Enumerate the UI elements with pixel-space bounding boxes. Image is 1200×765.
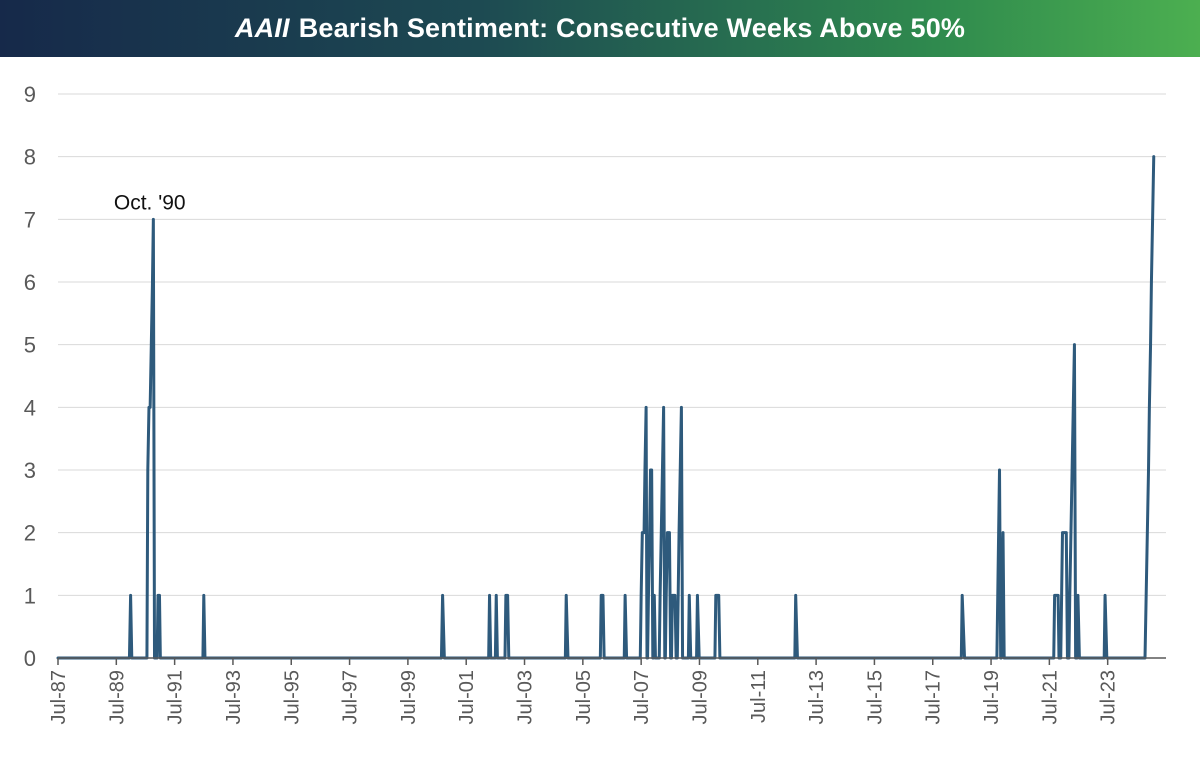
x-tick-label: Jul-97	[340, 670, 362, 724]
y-tick-label: 6	[24, 270, 36, 295]
x-tick-label: Jul-93	[223, 670, 245, 724]
y-axis-tick-labels: 0 1 2 3 4 5 6 7 8 9	[24, 82, 36, 671]
x-tick-label: Jul-07	[631, 670, 653, 724]
x-tick-label: Jul-01	[456, 670, 478, 724]
x-tick-label: Jul-87	[48, 670, 70, 724]
chart-title-brand: AAII	[234, 13, 290, 43]
x-tick-label: Jul-05	[573, 670, 595, 724]
y-tick-label: 3	[24, 458, 36, 483]
x-tick-label: Jul-13	[806, 670, 828, 724]
x-tick-label: Jul-89	[106, 670, 128, 724]
x-tick-label: Jul-91	[165, 670, 187, 724]
x-tick-label: Jul-19	[981, 670, 1003, 724]
x-tick-label: Jul-17	[923, 670, 945, 724]
x-tick-label: Jul-23	[1098, 670, 1120, 724]
chart-area: 0 1 2 3 4 5 6 7 8 9 Jul-87 Jul-89 Jul-91 Jul-93 Jul-9…	[0, 57, 1200, 760]
x-tick-label: Jul-15	[864, 670, 886, 724]
y-tick-label: 2	[24, 521, 36, 546]
y-tick-label: 1	[24, 583, 36, 608]
chart-title-bar: AAII Bearish Sentiment: Consecutive Week…	[0, 0, 1200, 57]
x-tick-label: Jul-21	[1039, 670, 1061, 724]
x-tick-label: Jul-95	[281, 670, 303, 724]
gridlines	[58, 93, 1166, 596]
line-chart: 0 1 2 3 4 5 6 7 8 9 Jul-87 Jul-89 Jul-91 Jul-93 Jul-9…	[24, 82, 1166, 724]
y-tick-label: 9	[24, 82, 36, 107]
chart-title: Bearish Sentiment: Consecutive Weeks Abo…	[298, 13, 966, 43]
series-line	[56, 155, 1156, 660]
annotations: Oct. '90	[114, 191, 186, 214]
x-tick-label: Jul-03	[515, 670, 537, 724]
x-tick-label: Jul-99	[398, 670, 420, 724]
annotation-label: Oct. '90	[114, 191, 186, 214]
y-tick-label: 8	[24, 145, 36, 170]
x-axis: Jul-87 Jul-89 Jul-91 Jul-93 Jul-95 Jul-97 Jul-…	[48, 657, 1166, 724]
x-tick-label: Jul-11	[748, 670, 770, 723]
y-tick-label: 5	[24, 333, 36, 358]
series-layer	[56, 155, 1156, 660]
y-tick-label: 0	[24, 646, 36, 671]
x-tick-label: Jul-09	[690, 670, 712, 724]
y-tick-label: 7	[24, 207, 36, 232]
y-tick-label: 4	[24, 395, 36, 420]
